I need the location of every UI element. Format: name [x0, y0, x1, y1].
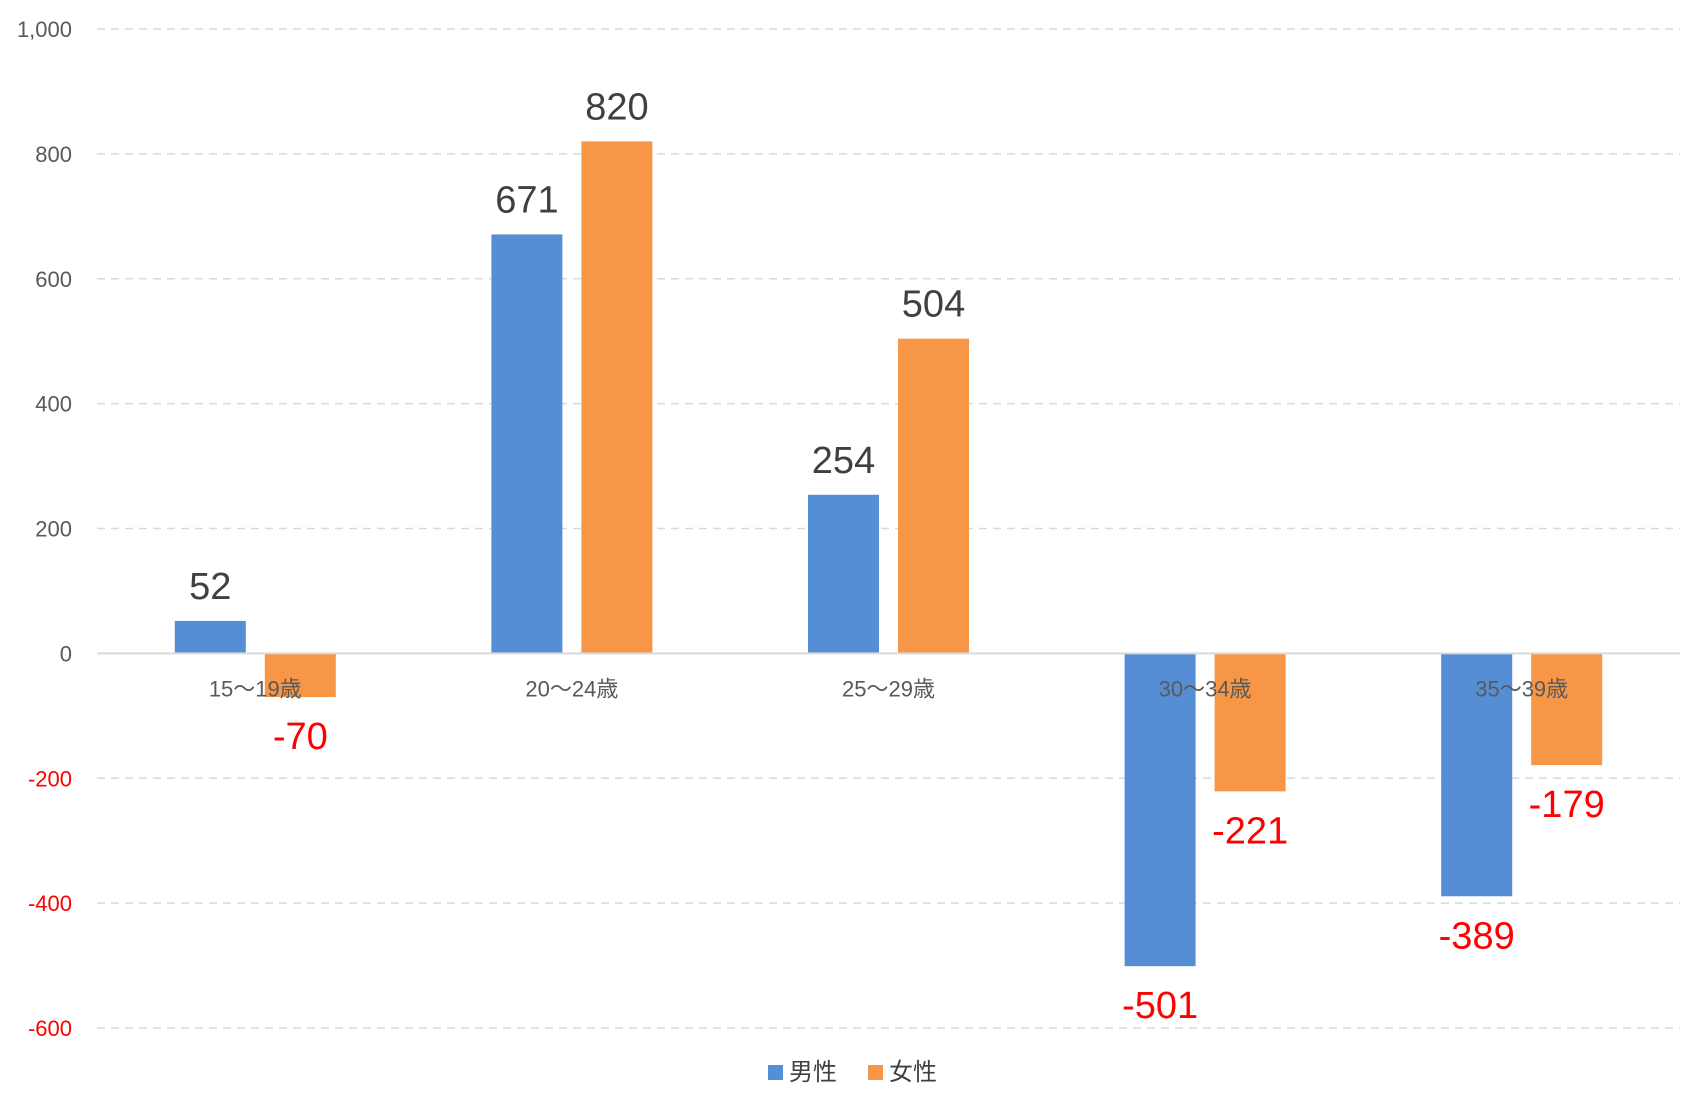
- bar-male: [1441, 653, 1513, 897]
- legend-swatch-male: [768, 1065, 783, 1080]
- y-tick-label: 1,000: [17, 17, 72, 42]
- x-tick-label: 25～29歳: [842, 676, 935, 701]
- data-label: 52: [189, 566, 231, 608]
- bar-female: [1531, 653, 1603, 766]
- y-tick-label: 800: [35, 142, 72, 167]
- legend: 男性 女性: [768, 1059, 937, 1086]
- bars: [174, 141, 1603, 967]
- data-label: -70: [273, 716, 328, 758]
- data-label: 820: [585, 86, 648, 128]
- x-axis-categories: 15～19歳 20～24歳 25～29歳 30～34歳 35～39歳: [209, 676, 1568, 701]
- legend-label-female: 女性: [889, 1059, 937, 1086]
- bar-female: [898, 338, 969, 654]
- y-tick-label: 600: [35, 267, 72, 292]
- legend-swatch-female: [868, 1065, 883, 1080]
- bar-male: [1124, 653, 1196, 967]
- y-tick-label: -400: [28, 891, 72, 916]
- grid-lines: [97, 28, 1680, 1029]
- data-labels: 52 -70 671 820 254 504 -501 -221 -389 -179: [189, 86, 1605, 1027]
- y-axis: -600 -400 -200 0 200 400 600 800 1,000: [17, 17, 72, 1041]
- bar-male: [491, 234, 563, 654]
- y-tick-label: -200: [28, 766, 72, 791]
- y-tick-label: 0: [60, 641, 72, 666]
- legend-label-male: 男性: [789, 1059, 837, 1086]
- bar-female: [1214, 653, 1286, 792]
- data-label: -389: [1439, 915, 1515, 957]
- data-label: -501: [1122, 985, 1198, 1027]
- bar-female: [264, 653, 336, 698]
- y-tick-label: -600: [28, 1016, 72, 1041]
- data-label: 671: [495, 179, 558, 221]
- data-label: 504: [902, 284, 965, 326]
- bar-male: [174, 620, 246, 654]
- data-label: -221: [1212, 810, 1288, 852]
- x-tick-label: 35～39歳: [1475, 676, 1568, 701]
- bar-female: [581, 141, 653, 654]
- data-label: 254: [812, 440, 875, 482]
- x-tick-label: 30～34歳: [1159, 676, 1252, 701]
- bar-male: [808, 494, 879, 654]
- y-tick-label: 200: [35, 517, 72, 542]
- x-tick-label: 15～19歳: [209, 676, 302, 701]
- data-label: -179: [1529, 784, 1605, 826]
- x-tick-label: 20～24歳: [525, 676, 618, 701]
- y-tick-label: 400: [35, 392, 72, 417]
